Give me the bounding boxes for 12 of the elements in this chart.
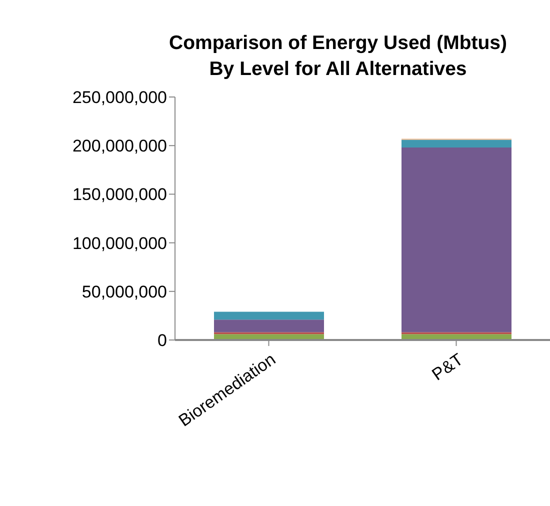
- y-tick-label: 150,000,000: [72, 185, 167, 204]
- bar: [402, 140, 512, 148]
- bar: [214, 312, 324, 320]
- y-tick-label: 0: [158, 331, 167, 350]
- y-tick-label: 50,000,000: [82, 282, 167, 302]
- chart-title: Comparison of Energy Used (Mbtus) By Level for All Alternatives: [168, 31, 508, 82]
- y-tick-label: 100,000,000: [72, 234, 167, 253]
- x-tick-label: P&T: [428, 350, 467, 384]
- y-tick-label: 200,000,000: [72, 136, 167, 156]
- bar: [402, 148, 512, 332]
- bar: [214, 320, 324, 332]
- y-tick-label: 250,000,000: [72, 88, 167, 108]
